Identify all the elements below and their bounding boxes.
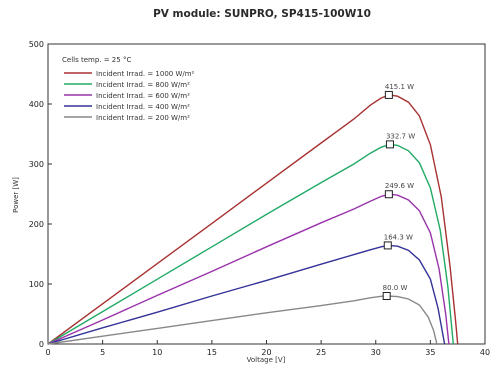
mpp-label: 80.0 W bbox=[383, 284, 408, 292]
legend: Cells temp. = 25 °C Incident Irrad. = 10… bbox=[62, 56, 195, 122]
x-tick-label: 0 bbox=[45, 348, 50, 357]
x-tick-label: 30 bbox=[371, 348, 381, 357]
mpp-label: 164.3 W bbox=[384, 233, 413, 241]
y-tick-label: 0 bbox=[39, 340, 44, 349]
legend-entry: Incident Irrad. = 400 W/m² bbox=[96, 103, 190, 111]
legend-entry: Incident Irrad. = 800 W/m² bbox=[96, 81, 190, 89]
chart-title: PV module: SUNPRO, SP415-100W10 bbox=[153, 8, 371, 20]
x-tick-label: 25 bbox=[316, 348, 326, 357]
mpp-marker bbox=[383, 241, 392, 250]
mpp-label: 415.1 W bbox=[385, 83, 414, 91]
legend-entry: Incident Irrad. = 600 W/m² bbox=[96, 92, 190, 100]
peak-markers: 415.1 W 332.7 W 249.6 W 164.3 W 80.0 W bbox=[382, 83, 415, 300]
y-axis-label: Power [W] bbox=[12, 177, 20, 213]
legend-entry: Incident Irrad. = 200 W/m² bbox=[96, 114, 190, 122]
curves bbox=[47, 94, 459, 345]
y-tick-label: 300 bbox=[29, 160, 44, 169]
mpp-label: 332.7 W bbox=[386, 132, 415, 140]
series-line bbox=[47, 193, 450, 345]
x-tick-label: 5 bbox=[100, 348, 105, 357]
y-tick-label: 400 bbox=[29, 100, 44, 109]
mpp-marker bbox=[382, 292, 391, 300]
series-line bbox=[47, 295, 438, 345]
y-tick-label: 100 bbox=[29, 280, 44, 289]
legend-entry: Incident Irrad. = 1000 W/m² bbox=[96, 70, 195, 78]
plot-area bbox=[47, 43, 486, 345]
mpp-marker bbox=[384, 190, 393, 199]
legend-header: Cells temp. = 25 °C bbox=[62, 56, 131, 64]
x-tick-label: 40 bbox=[480, 348, 490, 357]
x-tick-label: 20 bbox=[261, 348, 271, 357]
x-tick-label: 15 bbox=[207, 348, 217, 357]
x-tick-label: 35 bbox=[425, 348, 435, 357]
mpp-marker bbox=[385, 140, 394, 149]
y-tick-label: 500 bbox=[29, 40, 44, 49]
y-tick-label: 200 bbox=[29, 220, 44, 229]
x-tick-label: 10 bbox=[152, 348, 162, 357]
series-line bbox=[47, 143, 454, 345]
series-line bbox=[47, 244, 446, 345]
x-axis-label: Voltage [V] bbox=[247, 356, 286, 364]
mpp-marker bbox=[384, 90, 393, 99]
mpp-label: 249.6 W bbox=[385, 182, 414, 190]
